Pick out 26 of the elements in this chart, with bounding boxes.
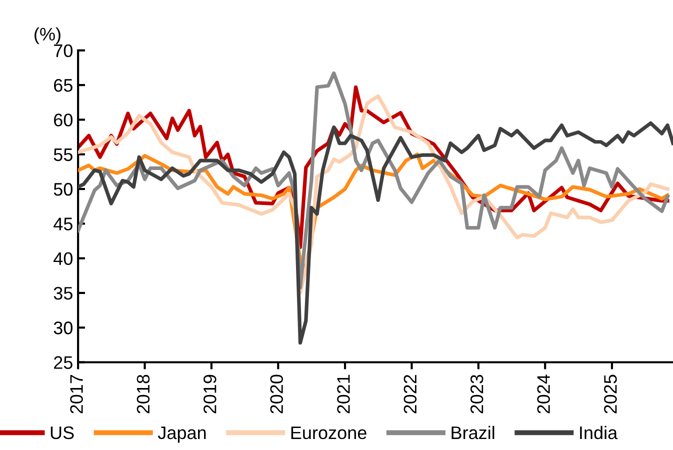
x-tick-label: 2017 <box>70 374 83 414</box>
x-tick-label: 2021 <box>337 374 350 414</box>
y-tick-label: 40 <box>54 252 73 266</box>
legend-label: Japan <box>158 426 206 443</box>
x-tick-label: 2024 <box>537 374 550 414</box>
y-tick-label: 55 <box>54 148 72 162</box>
legend-label: Eurozone <box>291 426 366 440</box>
y-tick-label: 30 <box>54 322 73 334</box>
x-tick-label: 2019 <box>204 374 216 414</box>
legend-label: Brazil <box>452 426 494 440</box>
legend-label: US <box>50 426 74 440</box>
y-tick-label: 50 <box>54 182 73 196</box>
x-tick-label: 2022 <box>404 374 417 414</box>
y-tick-label: 35 <box>54 286 72 300</box>
y-tick-label: 25 <box>54 356 72 369</box>
y-tick-label: 65 <box>54 78 72 92</box>
line-series <box>78 121 673 345</box>
y-tick-label: 60 <box>54 114 73 126</box>
x-tick-label: 2018 <box>136 374 150 414</box>
x-tick-label: 2025 <box>604 374 617 414</box>
x-tick-label: 2020 <box>270 374 283 414</box>
y-axis-title: (%) <box>34 27 60 44</box>
y-tick-label: 45 <box>54 218 72 230</box>
legend-label: India <box>580 426 618 440</box>
y-tick-label: 70 <box>54 44 73 58</box>
x-tick-label: 2023 <box>470 374 484 414</box>
